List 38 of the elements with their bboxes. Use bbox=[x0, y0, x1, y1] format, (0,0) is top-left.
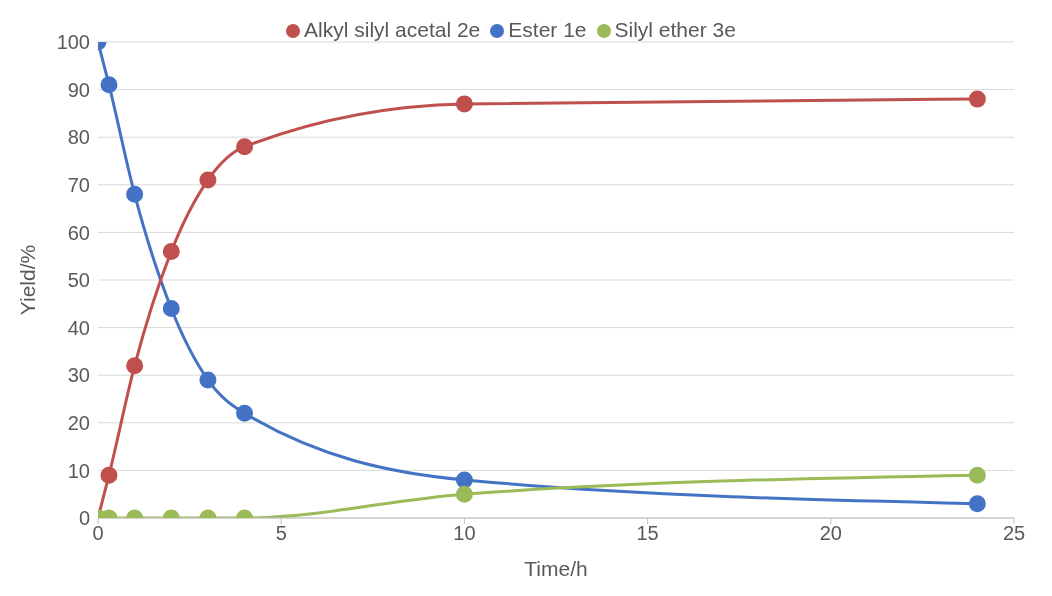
point bbox=[968, 466, 986, 484]
y-tick-label: 0 bbox=[78, 507, 90, 530]
point bbox=[455, 485, 473, 503]
x-tick-label: 20 bbox=[819, 522, 842, 545]
y-tick-label: 20 bbox=[67, 411, 90, 434]
point bbox=[455, 95, 473, 113]
point bbox=[968, 90, 986, 108]
point bbox=[100, 76, 118, 94]
x-axis-title: Time/h bbox=[524, 557, 588, 580]
x-tick-label: 10 bbox=[453, 522, 476, 545]
y-tick-label: 60 bbox=[67, 221, 90, 244]
y-tick-label: 50 bbox=[67, 269, 90, 292]
y-tick-label: 10 bbox=[67, 459, 90, 482]
x-tick-label: 15 bbox=[636, 522, 659, 545]
point bbox=[968, 495, 986, 513]
legend-label: Silyl ether 3e bbox=[614, 18, 736, 41]
x-tick-label: 0 bbox=[92, 522, 104, 545]
point bbox=[199, 171, 217, 189]
y-axis-title: Yield/% bbox=[16, 244, 40, 316]
point bbox=[199, 371, 217, 389]
point bbox=[162, 242, 180, 260]
legend-label: Alkyl silyl acetal 2e bbox=[304, 18, 481, 41]
y-tick-label: 80 bbox=[67, 126, 90, 149]
point bbox=[126, 185, 144, 203]
point bbox=[455, 471, 473, 489]
x-tick-label: 25 bbox=[1002, 522, 1026, 545]
point bbox=[100, 466, 118, 484]
legend-label: Ester 1e bbox=[508, 18, 587, 41]
y-tick-label: 30 bbox=[67, 364, 90, 387]
y-tick-label: 70 bbox=[67, 173, 90, 196]
y-tick-label: 90 bbox=[67, 78, 90, 101]
point bbox=[162, 300, 180, 318]
x-tick-label: 5 bbox=[275, 522, 287, 545]
point bbox=[126, 357, 144, 375]
point bbox=[236, 138, 254, 156]
y-tick-label: 40 bbox=[67, 316, 90, 339]
point bbox=[236, 404, 254, 422]
y-tick-label: 100 bbox=[56, 31, 90, 54]
